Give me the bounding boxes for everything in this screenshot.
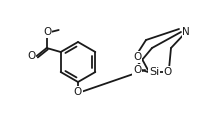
Text: O: O — [164, 67, 172, 77]
Text: O: O — [133, 52, 141, 62]
Text: O: O — [28, 51, 36, 61]
Text: O: O — [133, 65, 141, 75]
Text: Si: Si — [149, 67, 159, 77]
Text: O: O — [74, 87, 82, 97]
Text: N: N — [182, 27, 190, 37]
Text: O: O — [43, 27, 52, 37]
